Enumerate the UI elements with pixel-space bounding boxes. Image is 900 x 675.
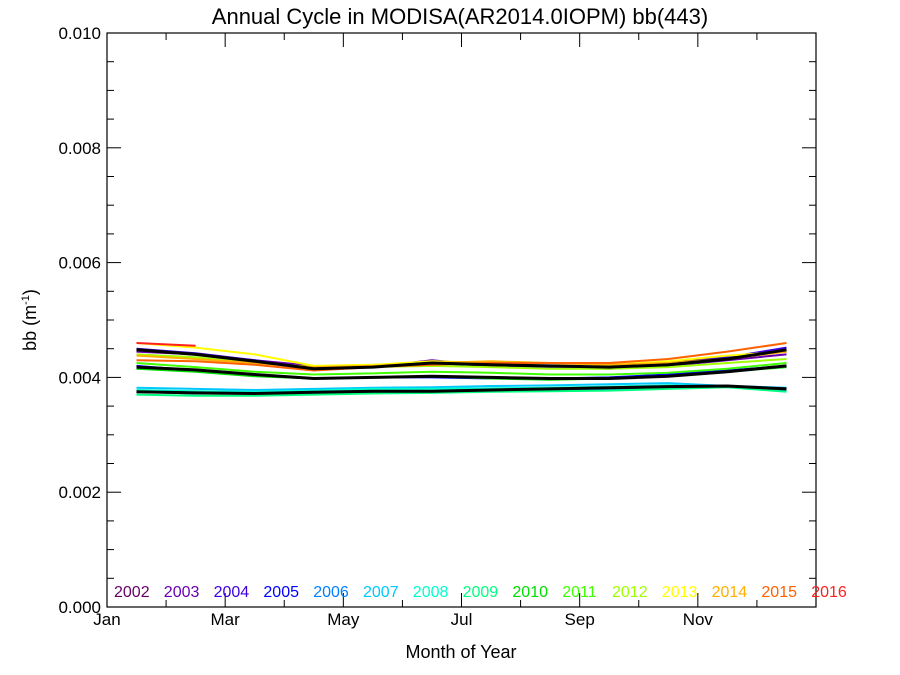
legend: 2002 2003 2004 2005 2006 2007 2008 2009 2010 2011… (114, 584, 847, 601)
axis-ticks: Jan Mar May Jul Sep Nov 0.000 0.002 0.004 0.006 0.… (58, 24, 817, 629)
mean-line-1 (136, 348, 787, 371)
y-tick-label: 0.006 (58, 254, 101, 273)
series-line-2016 (136, 342, 196, 347)
legend-item-2012: 2012 (612, 584, 648, 601)
legend-item-2009: 2009 (463, 584, 499, 601)
plot-frame (106, 32, 817, 608)
legend-item-2002: 2002 (114, 584, 150, 601)
legend-item-2004: 2004 (214, 584, 250, 601)
svg-text:bb (m-1): bb (m-1) (20, 289, 40, 351)
x-tick-label: Sep (565, 610, 595, 629)
series-line-2009 (136, 386, 787, 397)
y-axis-label-sup: -1 (20, 295, 32, 305)
legend-item-2010: 2010 (512, 584, 548, 601)
x-tick-label: Jan (93, 610, 120, 629)
x-tick-label: Nov (683, 610, 714, 629)
legend-item-2016: 2016 (811, 584, 847, 601)
legend-item-2007: 2007 (363, 584, 399, 601)
mean-line-2 (136, 364, 787, 380)
y-tick-label: 0.008 (58, 139, 101, 158)
y-axis-label-main: bb (m (20, 305, 40, 351)
y-tick-label: 0.000 (58, 598, 101, 617)
series-line-2007 (136, 382, 787, 391)
legend-item-2014: 2014 (712, 584, 748, 601)
y-tick-label: 0.004 (58, 368, 101, 387)
legend-item-2008: 2008 (413, 584, 449, 601)
y-axis-label-end: ) (20, 289, 40, 295)
x-tick-label: May (327, 610, 360, 629)
chart-title: Annual Cycle in MODISA(AR2014.0IOPM) bb(… (212, 4, 708, 29)
x-tick-label: Jul (451, 610, 473, 629)
legend-item-2006: 2006 (313, 584, 349, 601)
y-tick-label: 0.002 (58, 483, 101, 502)
y-axis-label: bb (m-1) (20, 289, 40, 351)
legend-item-2013: 2013 (662, 584, 698, 601)
legend-item-2015: 2015 (761, 584, 797, 601)
x-axis-label: Month of Year (405, 642, 516, 662)
legend-item-2005: 2005 (263, 584, 299, 601)
mean-line-3 (136, 384, 787, 395)
x-tick-label: Mar (211, 610, 241, 629)
legend-item-2003: 2003 (164, 584, 200, 601)
series-line-2011 (136, 362, 787, 376)
legend-item-2011: 2011 (562, 584, 597, 601)
y-tick-label: 0.010 (58, 24, 101, 43)
plot-lines (136, 342, 787, 397)
